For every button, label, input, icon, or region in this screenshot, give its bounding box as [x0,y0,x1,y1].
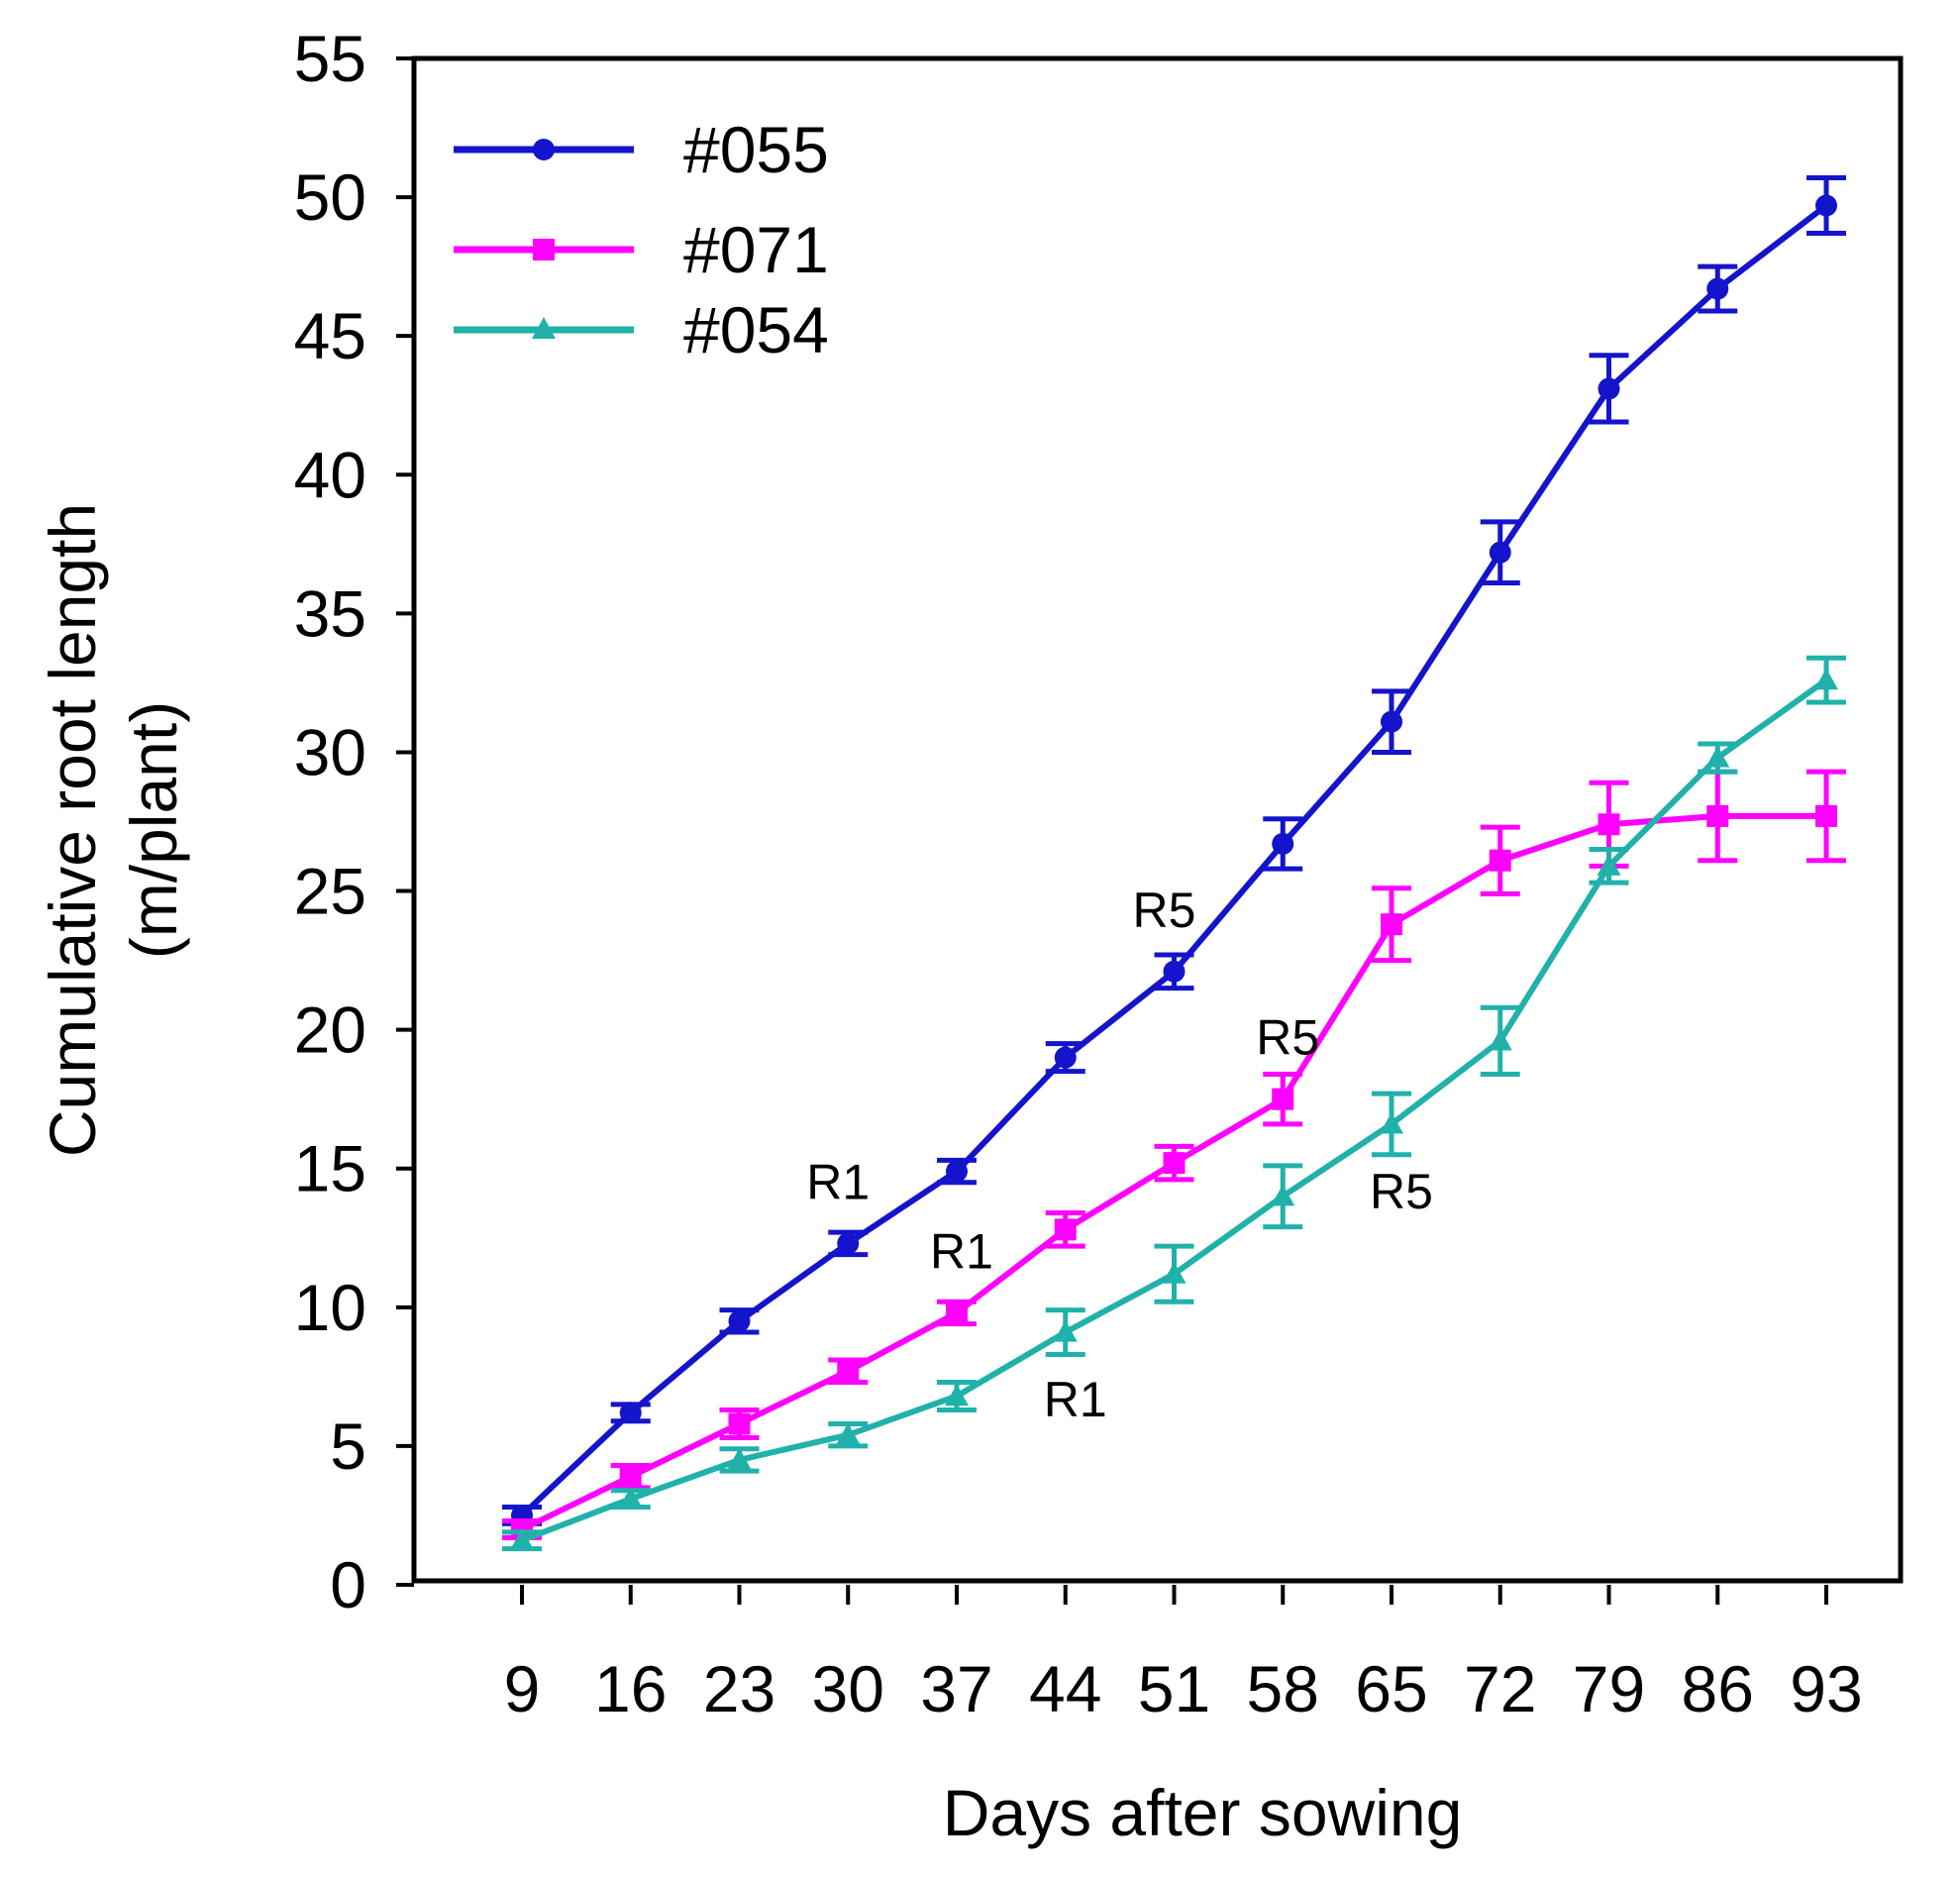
x-tick-label: 37 [920,1652,992,1725]
legend-label-054: #054 [683,293,829,366]
data-point [1054,1046,1077,1069]
data-point [619,1465,642,1488]
data-point [1381,710,1402,733]
x-axis: 9 16 23 30 37 44 51 58 65 72 79 86 93 [504,1585,1863,1725]
y-tick-label: 45 [294,299,366,372]
legend-label-055: #055 [683,113,829,186]
data-point [1163,1152,1186,1175]
data-point [728,1412,751,1435]
stage-annotation: R1 [930,1223,993,1279]
data-point [1162,1262,1186,1284]
data-point [1815,194,1837,217]
data-point [1381,913,1402,936]
data-point [619,1402,642,1424]
data-point [728,1309,751,1332]
legend-marker-054 [532,317,556,339]
data-point [837,1232,860,1255]
x-tick-label: 23 [703,1652,775,1725]
series-054 [502,655,1846,1552]
data-point [1598,813,1620,836]
y-axis-title-line-2: (m/plant) [117,701,190,959]
plot-area-frame [411,55,1904,1584]
y-axis-title-line-1: Cumulative root length [36,503,109,1157]
data-point [1706,277,1729,300]
x-tick-label: 79 [1573,1652,1645,1725]
data-point [1488,1028,1512,1051]
y-axis: 0 5 10 15 20 25 30 35 40 45 50 55 [294,22,414,1621]
x-tick-label: 51 [1138,1652,1210,1725]
y-tick-label: 40 [294,438,366,511]
data-point [1163,960,1186,983]
legend: #055 #071 #054 [454,113,829,366]
data-point [1597,854,1621,876]
y-tick-label: 20 [294,993,366,1067]
data-point [1705,746,1730,768]
data-point [945,1384,969,1407]
y-tick-label: 0 [330,1548,366,1621]
legend-marker-071 [533,239,555,261]
data-series [502,174,1846,1552]
data-point [1706,804,1729,827]
series-055 [502,174,1846,1526]
y-tick-label: 10 [294,1271,366,1344]
y-tick-label: 25 [294,855,366,928]
data-point [1814,668,1838,690]
data-point [727,1447,752,1470]
data-point [1489,849,1511,872]
y-tick-label: 30 [294,715,366,788]
stage-annotation: R1 [806,1154,870,1209]
series-line [520,678,1828,1543]
series-line [519,203,1828,1518]
x-tick-label: 86 [1682,1652,1754,1725]
x-tick-label: 44 [1029,1652,1101,1725]
stage-annotation: R5 [1256,1010,1319,1066]
data-point [1053,1320,1078,1342]
y-tick-label: 15 [294,1132,366,1205]
x-tick-label: 72 [1464,1652,1536,1725]
x-axis-title: Days after sowing [943,1776,1463,1849]
data-point [1489,541,1511,564]
stage-annotation: R1 [1044,1372,1107,1427]
data-point [1598,377,1620,400]
stage-annotation: R5 [1133,883,1196,938]
data-point [1815,804,1837,827]
stage-annotation: R5 [1370,1164,1433,1219]
x-tick-label: 9 [504,1652,541,1725]
data-point [837,1360,860,1383]
data-point [946,1160,968,1183]
data-point [1272,1088,1294,1110]
data-point [1271,1184,1295,1206]
data-point [1054,1218,1077,1241]
y-tick-label: 50 [294,160,366,234]
data-point [618,1487,643,1509]
legend-label-071: #071 [683,213,829,286]
data-point [946,1302,968,1324]
x-tick-label: 30 [812,1652,884,1725]
data-point [836,1422,861,1445]
series-071 [502,769,1846,1540]
y-tick-label: 35 [294,576,366,650]
y-tick-label: 55 [294,22,366,95]
data-point [1272,832,1294,855]
legend-marker-055 [533,139,555,160]
data-point [1380,1111,1403,1134]
x-tick-label: 93 [1790,1652,1862,1725]
x-tick-label: 65 [1355,1652,1427,1725]
x-tick-label: 58 [1247,1652,1319,1725]
x-tick-label: 16 [594,1652,667,1725]
data-point [510,1528,534,1550]
stage-annotations: R1 R5 R1 R5 R1 R5 [806,883,1433,1427]
y-tick-label: 5 [330,1409,366,1483]
